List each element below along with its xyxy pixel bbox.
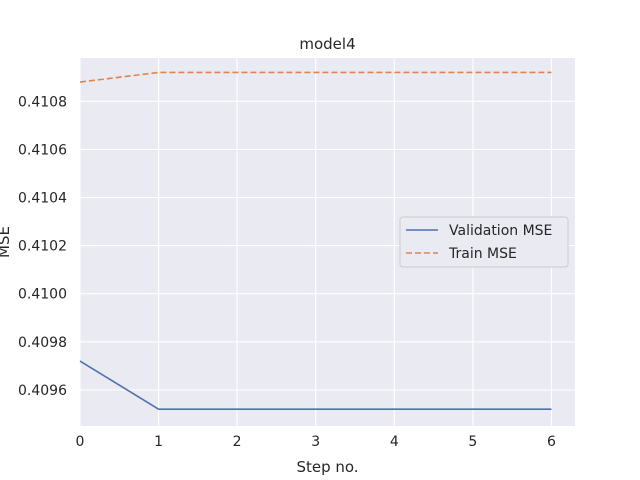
legend-label-validation-mse: Validation MSE <box>449 223 552 239</box>
series-line-train-mse <box>79 71 552 83</box>
x-axis-title: Step no. <box>296 458 358 476</box>
y-tick-label: 0.4098 <box>18 335 67 351</box>
y-tick-label: 0.4108 <box>18 94 67 110</box>
chart-title: model4 <box>299 35 355 53</box>
x-tick-label: 3 <box>311 434 320 450</box>
x-tick-label: 5 <box>468 434 477 450</box>
legend: Validation MSE Train MSE <box>399 216 569 268</box>
y-tick-labels: 0.4096 0.4098 0.4100 0.4102 0.4104 0.4106 0.41… <box>18 94 67 399</box>
series-line-validation-mse <box>79 360 552 410</box>
y-tick-label: 0.4106 <box>18 142 67 158</box>
y-tick-label: 0.4102 <box>18 239 67 255</box>
y-tick-label: 0.4104 <box>18 191 67 207</box>
x-tick-label: 2 <box>233 434 242 450</box>
x-tick-labels: 0 1 2 3 4 5 6 <box>76 434 556 450</box>
x-tick-label: 1 <box>154 434 163 450</box>
series-lines <box>79 71 552 410</box>
legend-box <box>399 216 569 268</box>
x-tick-label: 4 <box>390 434 399 450</box>
y-tick-label: 0.4096 <box>18 383 67 399</box>
x-tick-label: 6 <box>547 434 556 450</box>
x-tick-label: 0 <box>76 434 85 450</box>
legend-label-train-mse: Train MSE <box>448 246 517 262</box>
y-tick-label: 0.4100 <box>18 287 67 303</box>
y-axis-title: MSE <box>0 226 13 258</box>
